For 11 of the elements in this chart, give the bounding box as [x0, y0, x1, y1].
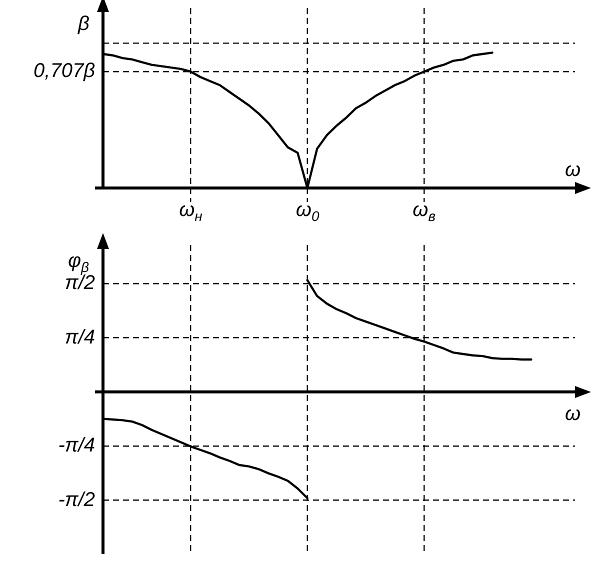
y-tick-label: -π/4	[58, 434, 95, 457]
ref-line-label: 0,707β	[34, 60, 95, 82]
x-tick-label: ω$_{н}$	[179, 199, 202, 224]
x-tick-label: ω$_{в}$	[412, 199, 436, 224]
y-axis-title: φ$_{β}$	[68, 250, 90, 275]
x-axis-title: ω	[565, 402, 581, 425]
y-tick-label: π/4	[64, 326, 95, 348]
x-tick-label: ω$_{0}$	[296, 199, 320, 224]
y-tick-label: -π/2	[58, 488, 95, 511]
x-axis-title: ω	[565, 159, 581, 181]
y-axis-title: β	[78, 13, 90, 35]
